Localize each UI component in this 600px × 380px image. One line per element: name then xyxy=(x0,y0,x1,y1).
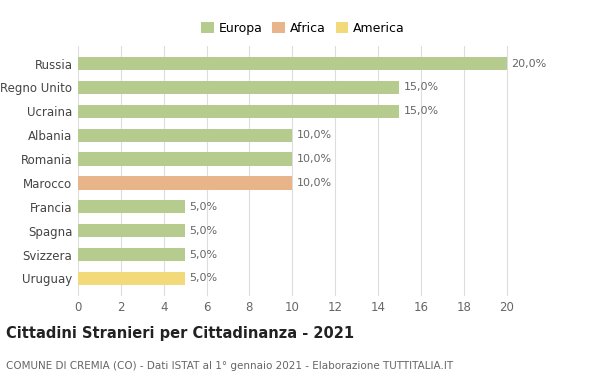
Bar xyxy=(78,176,292,190)
Bar xyxy=(78,105,400,118)
Text: 5,0%: 5,0% xyxy=(190,274,218,283)
Text: 15,0%: 15,0% xyxy=(404,106,439,116)
Text: 5,0%: 5,0% xyxy=(190,250,218,260)
Legend: Europa, Africa, America: Europa, Africa, America xyxy=(199,19,407,37)
Text: 10,0%: 10,0% xyxy=(296,130,332,140)
Bar xyxy=(78,81,400,94)
Bar xyxy=(78,248,185,261)
Text: 10,0%: 10,0% xyxy=(296,154,332,164)
Text: 20,0%: 20,0% xyxy=(511,59,546,68)
Bar xyxy=(78,57,506,70)
Bar xyxy=(78,200,185,214)
Text: 15,0%: 15,0% xyxy=(404,82,439,92)
Bar xyxy=(78,128,292,142)
Bar xyxy=(78,152,292,166)
Bar xyxy=(78,272,185,285)
Text: Cittadini Stranieri per Cittadinanza - 2021: Cittadini Stranieri per Cittadinanza - 2… xyxy=(6,326,354,341)
Text: 5,0%: 5,0% xyxy=(190,226,218,236)
Text: 10,0%: 10,0% xyxy=(296,178,332,188)
Text: COMUNE DI CREMIA (CO) - Dati ISTAT al 1° gennaio 2021 - Elaborazione TUTTITALIA.: COMUNE DI CREMIA (CO) - Dati ISTAT al 1°… xyxy=(6,361,453,370)
Text: 5,0%: 5,0% xyxy=(190,202,218,212)
Bar xyxy=(78,224,185,237)
